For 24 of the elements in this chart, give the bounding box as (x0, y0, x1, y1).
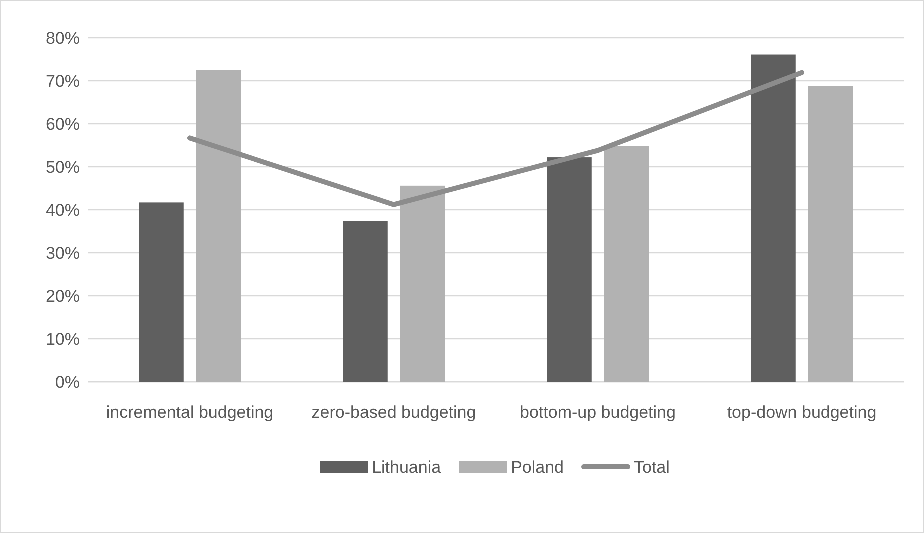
legend-label: Total (634, 458, 670, 477)
bar (751, 54, 796, 382)
y-tick-label: 80% (46, 28, 80, 48)
bar (139, 202, 184, 382)
x-tick-label: incremental budgeting (106, 403, 274, 422)
bar (808, 86, 853, 382)
bar (343, 221, 388, 382)
legend-label: Poland (511, 458, 564, 477)
y-tick-label: 10% (46, 330, 80, 349)
bar (400, 186, 445, 382)
y-tick-label: 70% (46, 72, 80, 91)
x-tick-label: top-down budgeting (727, 403, 877, 422)
bar (604, 146, 649, 382)
y-tick-label: 0% (55, 372, 80, 392)
y-tick-label: 40% (46, 200, 80, 220)
y-tick-label: 30% (46, 244, 80, 263)
x-tick-label: zero-based budgeting (312, 403, 476, 422)
y-tick-label: 20% (46, 286, 80, 306)
bar (547, 158, 592, 382)
y-tick-label: 60% (46, 114, 80, 134)
legend-label: Lithuania (372, 458, 442, 477)
y-tick-label: 50% (46, 158, 80, 177)
bar (196, 70, 241, 382)
x-tick-label: bottom-up budgeting (520, 403, 676, 422)
